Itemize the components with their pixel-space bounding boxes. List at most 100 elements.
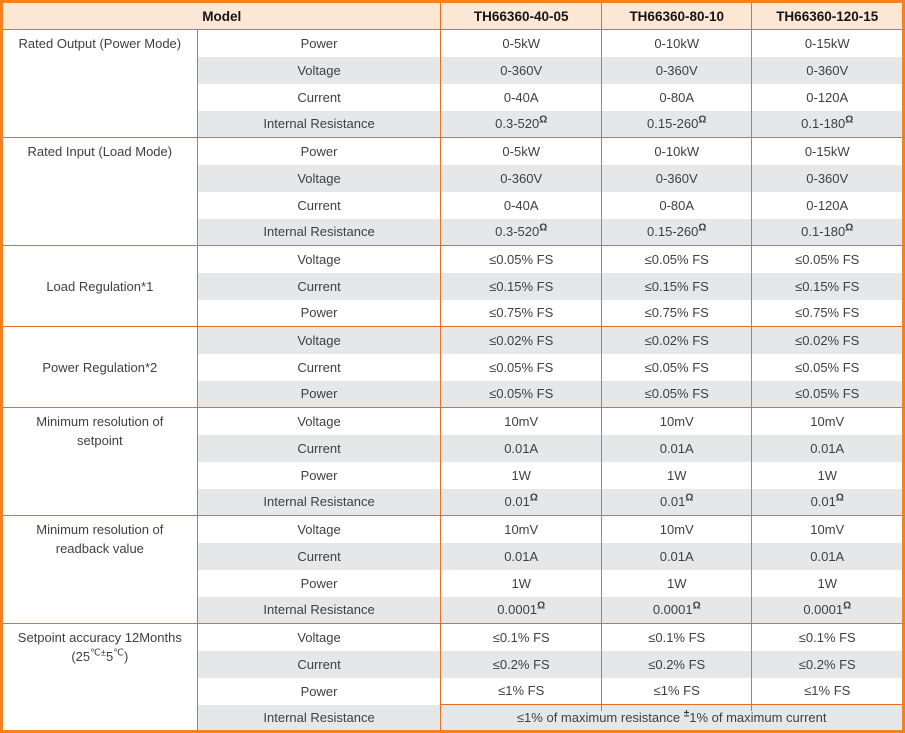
value-cell: 0-15kW xyxy=(751,137,904,165)
value-cell: 0-10kW xyxy=(600,29,752,57)
table-row: Current 0-40A 0-80A 0-120A xyxy=(2,191,904,219)
table-row: Power 1W 1W 1W xyxy=(2,569,904,597)
value-cell: 0-15kW xyxy=(751,29,904,57)
ohm-superscript: Ω xyxy=(698,114,707,126)
value-cell: 10mV xyxy=(600,515,752,543)
value-cell: 0-10kW xyxy=(600,137,752,165)
value-cell: ≤0.15% FS xyxy=(440,272,602,300)
param-cell: Power xyxy=(196,29,441,57)
ohm-superscript: Ω xyxy=(692,600,701,612)
value-cell: 0.01Ω xyxy=(751,488,904,516)
value-cell: 0.01Ω xyxy=(600,488,752,516)
value-cell: ≤0.1% FS xyxy=(440,623,602,651)
param-cell: Power xyxy=(196,299,441,327)
celsius-superscript: ℃± xyxy=(90,647,107,659)
group-label-line2: readback value xyxy=(55,541,144,556)
value-cell: ≤0.1% FS xyxy=(751,623,904,651)
table-row: Internal Resistance 0.0001Ω 0.0001Ω 0.00… xyxy=(2,596,904,624)
value-cell: ≤0.02% FS xyxy=(751,326,904,354)
value-cell: 0.01A xyxy=(751,434,904,462)
value-cell: 0.0001Ω xyxy=(440,596,602,624)
value-cell: ≤0.2% FS xyxy=(440,650,602,678)
value-cell: ≤0.05% FS xyxy=(440,245,602,273)
value-cell: ≤0.02% FS xyxy=(440,326,602,354)
value-cell: 0-5kW xyxy=(440,29,602,57)
ohm-superscript: Ω xyxy=(698,222,707,234)
model-column-1: TH66360-40-05 xyxy=(440,1,602,30)
value-cell: 0.0001Ω xyxy=(751,596,904,624)
param-cell: Internal Resistance xyxy=(196,488,441,516)
value-cell: ≤0.2% FS xyxy=(600,650,752,678)
value-cell: 0-40A xyxy=(440,83,602,111)
header-row: Model TH66360-40-05 TH66360-80-10 TH6636… xyxy=(1,1,904,30)
table-row: Internal Resistance 0.01Ω 0.01Ω 0.01Ω xyxy=(2,488,904,516)
table-row: Internal Resistance ≤1% of maximum resis… xyxy=(2,704,904,732)
group-label-line1: Minimum resolution of xyxy=(36,414,164,429)
value-cell: 10mV xyxy=(751,407,904,435)
value-cell: 0-120A xyxy=(751,83,904,111)
value-cell: 1W xyxy=(600,569,752,597)
ohm-superscript: Ω xyxy=(539,222,548,234)
value-cell: ≤0.75% FS xyxy=(751,299,904,327)
value-cell: 0.01A xyxy=(600,434,752,462)
group-label-line2: setpoint xyxy=(77,433,123,448)
group-label-power-regulation: Power Regulation*2 xyxy=(1,326,198,408)
param-cell: Current xyxy=(196,191,441,219)
value-cell: ≤0.05% FS xyxy=(751,353,904,381)
group-label-load-regulation: Load Regulation*1 xyxy=(1,245,198,327)
value-cell: 0-40A xyxy=(440,191,602,219)
value-cell: 0.01Ω xyxy=(440,488,602,516)
group-label-rated-input: Rated Input (Load Mode) xyxy=(1,137,198,246)
value-cell: 1W xyxy=(440,569,602,597)
table-row: Voltage 0-360V 0-360V 0-360V xyxy=(2,56,904,84)
value-cell: 0.01A xyxy=(751,542,904,570)
param-cell: Power xyxy=(196,461,441,489)
ohm-superscript: Ω xyxy=(845,222,854,234)
value-cell: 10mV xyxy=(600,407,752,435)
param-cell: Voltage xyxy=(196,623,441,651)
value-cell: 0-80A xyxy=(600,191,752,219)
value-cell: ≤0.05% FS xyxy=(751,245,904,273)
group-label-rated-output: Rated Output (Power Mode) xyxy=(1,29,198,138)
value-cell: 0.0001Ω xyxy=(600,596,752,624)
param-cell: Current xyxy=(196,650,441,678)
table-row: Current 0-40A 0-80A 0-120A xyxy=(2,83,904,111)
ohm-superscript: Ω xyxy=(845,114,854,126)
table-row: Internal Resistance 0.3-520Ω 0.15-260Ω 0… xyxy=(2,218,904,246)
param-cell: Voltage xyxy=(196,326,441,354)
value-cell: ≤0.2% FS xyxy=(751,650,904,678)
param-cell: Current xyxy=(196,434,441,462)
param-cell: Voltage xyxy=(196,245,441,273)
value-cell: 10mV xyxy=(440,407,602,435)
value-cell: 0.15-260Ω xyxy=(600,218,752,246)
value-cell: 0-360V xyxy=(600,164,752,192)
table-row: Power Regulation*2 Voltage ≤0.02% FS ≤0.… xyxy=(1,326,904,408)
param-cell: Power xyxy=(196,677,441,705)
ohm-superscript: Ω xyxy=(835,492,844,504)
table-row: Minimum resolution of setpoint Voltage 1… xyxy=(1,407,904,516)
value-cell: 1W xyxy=(751,569,904,597)
param-cell: Voltage xyxy=(196,164,441,192)
group-label-setpoint-accuracy: Setpoint accuracy 12Months (25℃±5℃) xyxy=(1,623,198,732)
value-cell: 0-360V xyxy=(440,56,602,84)
celsius-superscript: ℃ xyxy=(113,647,124,659)
ohm-superscript: Ω xyxy=(843,600,852,612)
value-cell: 1W xyxy=(440,461,602,489)
param-cell: Internal Resistance xyxy=(196,110,441,138)
model-column-3: TH66360-120-15 xyxy=(751,1,904,30)
table-row: Internal Resistance 0.3-520Ω 0.15-260Ω 0… xyxy=(2,110,904,138)
table-row: Current ≤0.15% FS ≤0.15% FS ≤0.15% FS xyxy=(2,272,904,300)
column-divider-stub xyxy=(751,705,753,711)
param-cell: Voltage xyxy=(196,515,441,543)
group-label-resolution-setpoint: Minimum resolution of setpoint xyxy=(1,407,198,516)
value-cell: ≤1% FS xyxy=(440,677,602,705)
table-row: Current ≤0.05% FS ≤0.05% FS ≤0.05% FS xyxy=(2,353,904,381)
value-cell: 1W xyxy=(751,461,904,489)
value-cell: 10mV xyxy=(751,515,904,543)
table-row: Power ≤0.75% FS ≤0.75% FS ≤0.75% FS xyxy=(2,299,904,327)
param-cell: Current xyxy=(196,542,441,570)
value-cell: 0-360V xyxy=(600,56,752,84)
group-label-line1: Minimum resolution of xyxy=(36,522,164,537)
value-cell: 0.3-520Ω xyxy=(440,110,602,138)
